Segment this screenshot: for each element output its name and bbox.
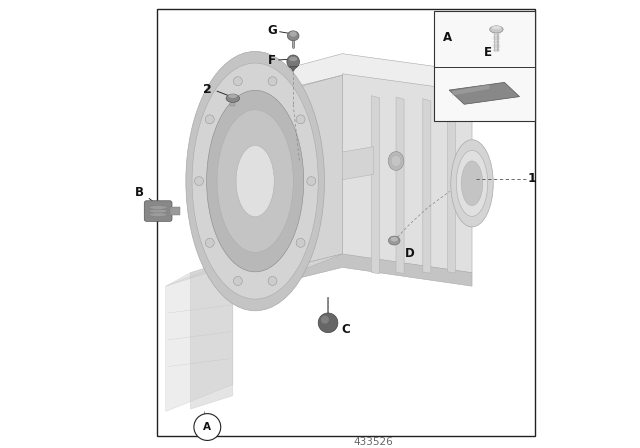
Circle shape bbox=[318, 313, 338, 333]
Circle shape bbox=[234, 276, 243, 285]
Polygon shape bbox=[371, 95, 380, 274]
Ellipse shape bbox=[226, 95, 239, 103]
Polygon shape bbox=[447, 100, 456, 273]
Polygon shape bbox=[255, 63, 342, 93]
Polygon shape bbox=[423, 99, 431, 273]
Ellipse shape bbox=[192, 63, 318, 299]
Bar bbox=[230, 98, 236, 106]
Polygon shape bbox=[452, 85, 490, 95]
Ellipse shape bbox=[287, 55, 300, 69]
Ellipse shape bbox=[228, 94, 237, 99]
Ellipse shape bbox=[490, 26, 503, 33]
Polygon shape bbox=[289, 66, 297, 72]
Circle shape bbox=[268, 77, 277, 86]
Circle shape bbox=[205, 238, 214, 247]
Text: F: F bbox=[268, 54, 276, 67]
Text: C: C bbox=[342, 323, 350, 336]
Circle shape bbox=[195, 177, 204, 185]
Circle shape bbox=[296, 238, 305, 247]
Circle shape bbox=[296, 115, 305, 124]
Ellipse shape bbox=[461, 161, 483, 206]
Ellipse shape bbox=[451, 140, 493, 227]
Text: E: E bbox=[484, 46, 492, 59]
Text: G: G bbox=[268, 24, 277, 37]
Ellipse shape bbox=[287, 31, 299, 41]
Circle shape bbox=[234, 77, 243, 86]
Circle shape bbox=[321, 316, 329, 324]
Polygon shape bbox=[396, 97, 404, 274]
Polygon shape bbox=[166, 259, 233, 411]
Ellipse shape bbox=[149, 209, 167, 213]
Text: 2: 2 bbox=[203, 83, 212, 96]
Ellipse shape bbox=[469, 53, 483, 61]
Text: 1: 1 bbox=[528, 172, 537, 185]
Ellipse shape bbox=[186, 52, 324, 311]
Polygon shape bbox=[275, 75, 342, 271]
Ellipse shape bbox=[149, 213, 167, 216]
Ellipse shape bbox=[289, 57, 297, 61]
Circle shape bbox=[268, 276, 277, 285]
Polygon shape bbox=[166, 259, 233, 286]
Circle shape bbox=[205, 115, 214, 124]
Ellipse shape bbox=[388, 236, 400, 245]
Polygon shape bbox=[275, 254, 472, 286]
FancyBboxPatch shape bbox=[144, 201, 172, 221]
Ellipse shape bbox=[217, 110, 293, 252]
Text: A: A bbox=[443, 31, 452, 44]
Polygon shape bbox=[342, 146, 374, 180]
Ellipse shape bbox=[492, 26, 501, 30]
Ellipse shape bbox=[289, 31, 297, 37]
Polygon shape bbox=[449, 82, 520, 104]
Bar bbox=[434, 11, 534, 121]
Polygon shape bbox=[190, 259, 233, 409]
Bar bbox=[157, 9, 534, 436]
Bar bbox=[473, 57, 478, 65]
Text: 433526: 433526 bbox=[354, 437, 394, 447]
Ellipse shape bbox=[456, 150, 488, 216]
Text: D: D bbox=[404, 247, 414, 260]
Ellipse shape bbox=[388, 151, 404, 170]
Polygon shape bbox=[342, 74, 472, 273]
Circle shape bbox=[194, 414, 221, 440]
Polygon shape bbox=[255, 254, 342, 299]
Ellipse shape bbox=[390, 237, 398, 241]
Circle shape bbox=[307, 177, 316, 185]
Ellipse shape bbox=[470, 53, 481, 57]
Ellipse shape bbox=[207, 90, 303, 272]
Ellipse shape bbox=[149, 206, 167, 209]
Text: A: A bbox=[204, 422, 211, 432]
Text: B: B bbox=[135, 186, 144, 199]
Polygon shape bbox=[275, 54, 472, 94]
Ellipse shape bbox=[391, 155, 401, 167]
Bar bbox=[170, 207, 180, 215]
Ellipse shape bbox=[236, 146, 274, 217]
